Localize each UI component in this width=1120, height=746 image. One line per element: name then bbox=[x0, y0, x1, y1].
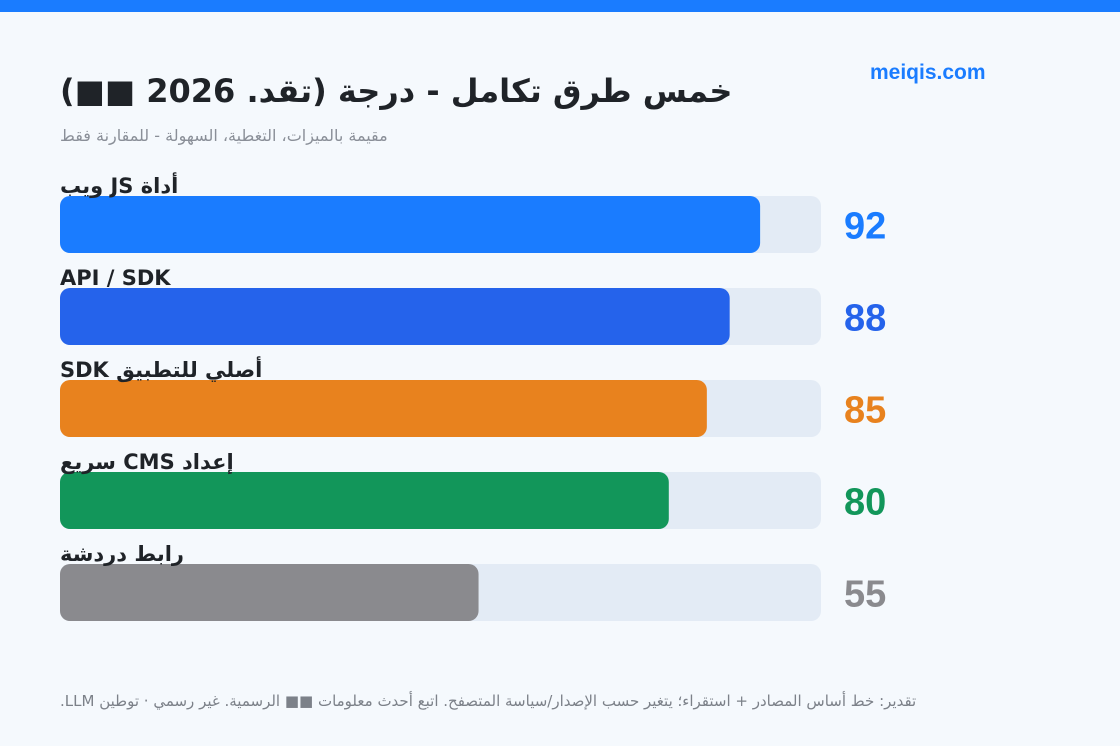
bar bbox=[60, 288, 730, 345]
value-label: 85 bbox=[844, 390, 886, 432]
category-label: إعداد CMS سريع bbox=[60, 450, 234, 474]
category-label: API / SDK bbox=[60, 266, 171, 290]
value-label: 55 bbox=[844, 574, 886, 616]
chart-title: خمس طرق تكامل - درجة (تقد. 2026 ■■) bbox=[60, 72, 733, 110]
value-label: 80 bbox=[844, 482, 886, 524]
value-label: 92 bbox=[844, 206, 886, 248]
bar bbox=[60, 564, 479, 621]
footnote: تقدير: خط أساس المصادر + استقراء؛ يتغير … bbox=[60, 692, 917, 710]
bar bbox=[60, 380, 707, 437]
bar bbox=[60, 472, 669, 529]
value-label: 88 bbox=[844, 298, 886, 340]
brand-logo-text[interactable]: meiqis.com bbox=[870, 61, 986, 84]
category-label: رابط دردشة bbox=[60, 542, 184, 566]
top-accent-bar bbox=[0, 0, 1120, 12]
bar bbox=[60, 196, 761, 253]
category-label: أداة JS ويب bbox=[60, 171, 178, 198]
category-label: SDK أصلي للتطبيق bbox=[60, 355, 262, 382]
chart-subtitle: مقيمة بالميزات، التغطية، السهولة - للمقا… bbox=[60, 126, 388, 145]
